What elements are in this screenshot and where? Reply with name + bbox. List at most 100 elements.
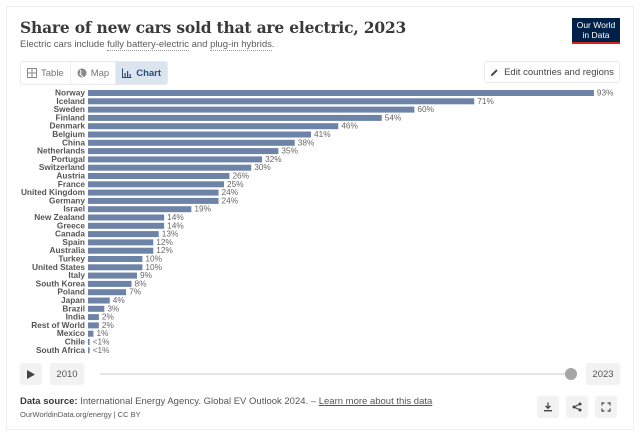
subtitle-text: Electric cars include — [20, 39, 108, 50]
value-label: 12% — [156, 237, 173, 247]
category-label: Israel — [63, 204, 85, 214]
bar[interactable] — [88, 90, 594, 96]
chart-frame — [6, 6, 634, 430]
play-button[interactable] — [20, 363, 42, 385]
tab-label: Chart — [136, 67, 162, 79]
category-label: Belgium — [52, 129, 85, 139]
category-label: Iceland — [56, 96, 85, 106]
share-button[interactable] — [566, 396, 588, 418]
category-label: France — [58, 179, 86, 189]
category-label: Germany — [49, 195, 85, 205]
value-label: 1% — [96, 328, 109, 338]
data-source: Data source: International Energy Agency… — [20, 396, 432, 407]
bar[interactable] — [88, 297, 110, 304]
bar[interactable] — [88, 214, 165, 221]
category-label: Netherlands — [37, 146, 85, 156]
bar[interactable] — [88, 123, 339, 130]
bar[interactable] — [88, 148, 279, 155]
category-label: Brazil — [62, 303, 85, 313]
timeline-handle[interactable] — [565, 368, 577, 380]
category-label: Switzerland — [39, 162, 85, 172]
value-label: 38% — [298, 137, 315, 147]
category-label: Denmark — [49, 121, 85, 131]
edit-countries-button[interactable]: Edit countries and regions — [484, 61, 620, 83]
download-button[interactable] — [537, 396, 559, 418]
tab-map[interactable]: Map — [71, 62, 117, 84]
bar[interactable] — [88, 264, 143, 271]
bar[interactable] — [88, 156, 263, 163]
bar[interactable] — [88, 339, 90, 345]
bar[interactable] — [88, 197, 219, 204]
value-label: 13% — [162, 229, 179, 239]
category-label: Portugal — [51, 154, 85, 164]
subtitle-text: . — [271, 39, 275, 50]
category-label: United Kingdom — [21, 187, 85, 197]
bar[interactable] — [88, 222, 165, 229]
bar[interactable] — [88, 206, 192, 213]
term-battery-electric[interactable]: fully battery-electric — [107, 39, 189, 51]
play-icon — [27, 369, 35, 379]
edit-button-label: Edit countries and regions — [504, 66, 614, 78]
value-label: 24% — [222, 195, 239, 205]
timeline-track[interactable] — [100, 373, 572, 375]
owid-logo[interactable]: Our World in Data — [572, 18, 620, 44]
bar[interactable] — [88, 189, 219, 196]
bar[interactable] — [88, 330, 94, 337]
logo-line: in Data — [582, 30, 610, 40]
bar[interactable] — [88, 272, 137, 279]
learn-more-link[interactable]: Learn more about this data — [318, 396, 433, 407]
value-label: 24% — [222, 187, 239, 197]
value-label: 32% — [265, 154, 282, 164]
value-label: 71% — [477, 96, 494, 106]
bar[interactable] — [88, 114, 382, 121]
chart-subtitle: Electric cars include fully battery-elec… — [20, 39, 275, 51]
bar[interactable] — [88, 314, 99, 321]
bar[interactable] — [88, 164, 252, 171]
bar[interactable] — [88, 256, 143, 262]
origin-license[interactable]: OurWorldinData.org/energy | CC BY — [20, 410, 141, 419]
term-plug-in-hybrids[interactable]: plug-in hybrids — [210, 39, 272, 51]
value-label: 2% — [102, 312, 115, 322]
tab-label: Map — [90, 67, 110, 79]
source-label: Data source: — [20, 396, 78, 407]
category-label: South Africa — [36, 345, 85, 355]
bar[interactable] — [88, 173, 230, 179]
bar[interactable] — [88, 347, 90, 354]
action-buttons — [537, 396, 617, 418]
tab-label: Table — [41, 67, 64, 79]
category-label: Poland — [57, 287, 85, 297]
value-label: 46% — [341, 121, 358, 131]
fullscreen-button[interactable] — [595, 396, 617, 418]
logo-line: Our World — [576, 20, 616, 30]
value-label: 60% — [417, 104, 434, 114]
bar[interactable] — [88, 131, 312, 138]
start-year[interactable]: 2010 — [50, 363, 84, 385]
bar[interactable] — [88, 139, 295, 146]
tab-table[interactable]: Table — [21, 62, 71, 84]
category-label: Mexico — [57, 328, 85, 338]
tab-chart[interactable]: Chart — [116, 62, 168, 84]
value-label: 41% — [314, 129, 331, 139]
category-label: India — [66, 312, 86, 322]
bar[interactable] — [88, 106, 415, 113]
category-label: Norway — [55, 88, 85, 98]
category-label: Canada — [55, 229, 85, 239]
view-tabs: Table Map Chart — [20, 61, 169, 85]
value-label: <1% — [93, 337, 110, 347]
bar[interactable] — [88, 98, 475, 105]
source-text: International Energy Agency. Global EV O… — [77, 396, 319, 407]
category-label: Rest of World — [31, 320, 85, 330]
category-label: Greece — [57, 220, 86, 230]
bar[interactable] — [88, 280, 132, 287]
bar[interactable] — [88, 231, 159, 238]
end-year[interactable]: 2023 — [586, 363, 620, 385]
value-label: 30% — [254, 162, 271, 172]
bar[interactable] — [88, 289, 127, 296]
bar[interactable] — [88, 247, 154, 254]
bar[interactable] — [88, 239, 154, 246]
bar[interactable] — [88, 305, 105, 312]
bar[interactable] — [88, 181, 224, 188]
category-label: China — [62, 137, 85, 147]
timeline: 2010 2023 — [20, 363, 620, 385]
bar[interactable] — [88, 322, 99, 329]
